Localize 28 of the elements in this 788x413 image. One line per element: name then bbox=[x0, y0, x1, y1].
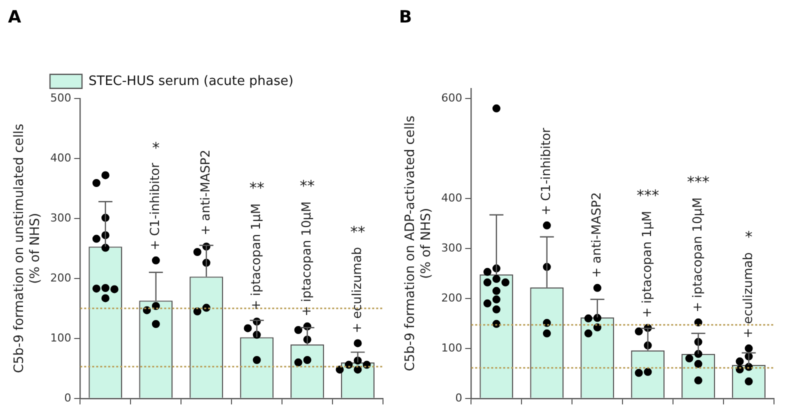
y-tick-label: 500 bbox=[50, 91, 72, 104]
x-tick-label: + anti-MASP2 bbox=[588, 192, 604, 278]
annotation: * bbox=[152, 138, 160, 157]
y-axis-title: C5b-9 formation on ADP-activated cells (% of NHS) bbox=[403, 115, 434, 372]
annotation: * bbox=[745, 228, 754, 246]
x-tick-label: + iptacopan 10µM bbox=[690, 197, 705, 312]
y-tick-label: 100 bbox=[441, 341, 462, 354]
y-tick-label: 0 bbox=[455, 391, 462, 404]
y-tick-label: 600 bbox=[441, 91, 462, 104]
y-tick-label: 400 bbox=[50, 151, 72, 164]
y-tick-label: 400 bbox=[441, 191, 462, 204]
y-tick-label: 100 bbox=[50, 331, 72, 344]
chart-title: A bbox=[8, 8, 22, 28]
y-tick-label: 0 bbox=[64, 391, 72, 404]
x-tick-label: + eculizumab bbox=[740, 252, 756, 338]
annotation: ** bbox=[300, 177, 316, 196]
y-tick-label: 200 bbox=[441, 291, 462, 304]
annotation: *** bbox=[636, 186, 660, 205]
annotation: *** bbox=[687, 173, 710, 192]
y-axis-title: C5b-9 formation on unstimulated cells (% of NHS) bbox=[12, 123, 43, 374]
x-tick-label: + iptacopan 1µM bbox=[639, 210, 654, 318]
legend-label: STEC-HUS serum (acute phase) bbox=[88, 74, 294, 89]
y-tick-label: 200 bbox=[50, 271, 72, 284]
annotation: ** bbox=[249, 179, 265, 198]
y-tick-label: 300 bbox=[441, 241, 462, 254]
y-tick-label: 300 bbox=[50, 211, 72, 224]
annotation: ** bbox=[350, 222, 366, 241]
chart-title: B bbox=[399, 8, 412, 28]
